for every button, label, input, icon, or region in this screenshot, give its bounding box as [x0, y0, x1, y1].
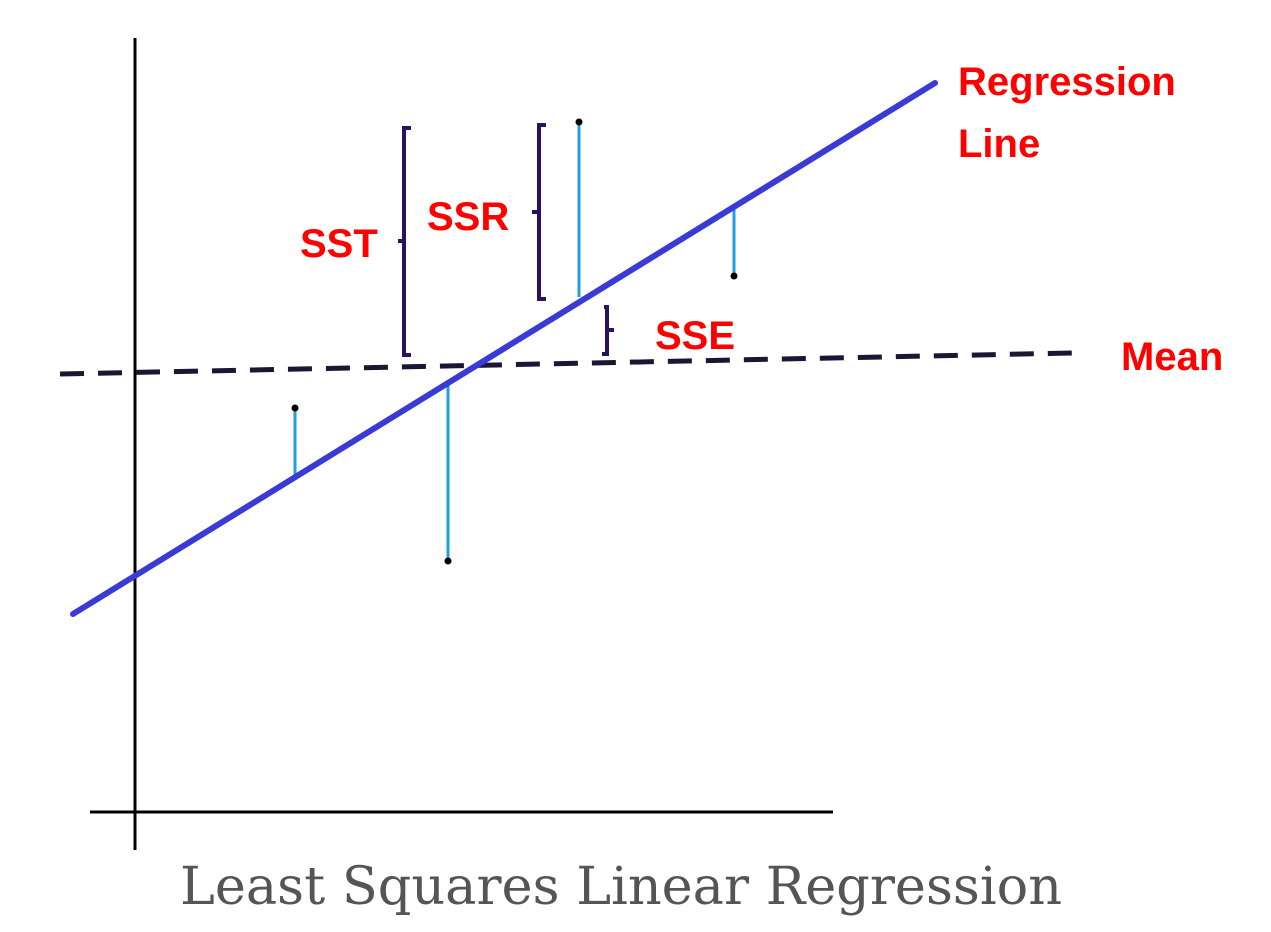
data-point	[291, 404, 299, 412]
sse-brace	[602, 305, 614, 356]
sst-brace	[398, 126, 411, 357]
data-point	[575, 118, 583, 126]
sse-label: SSE	[655, 314, 735, 358]
data-point	[444, 557, 452, 565]
caption: Least Squares Linear Regression	[180, 857, 1062, 917]
residual-segments	[293, 122, 736, 561]
regression-line-label-1: Regression	[958, 60, 1176, 104]
ssr-brace	[532, 123, 546, 301]
data-point	[730, 272, 738, 280]
data-points	[291, 118, 738, 565]
ssr-label: SSR	[427, 195, 509, 239]
regression-line-label-2: Line	[958, 122, 1040, 166]
regression-line	[70, 80, 938, 617]
mean-line	[59, 350, 1073, 377]
mean-label: Mean	[1121, 335, 1223, 379]
sst-label: SST	[300, 222, 378, 266]
